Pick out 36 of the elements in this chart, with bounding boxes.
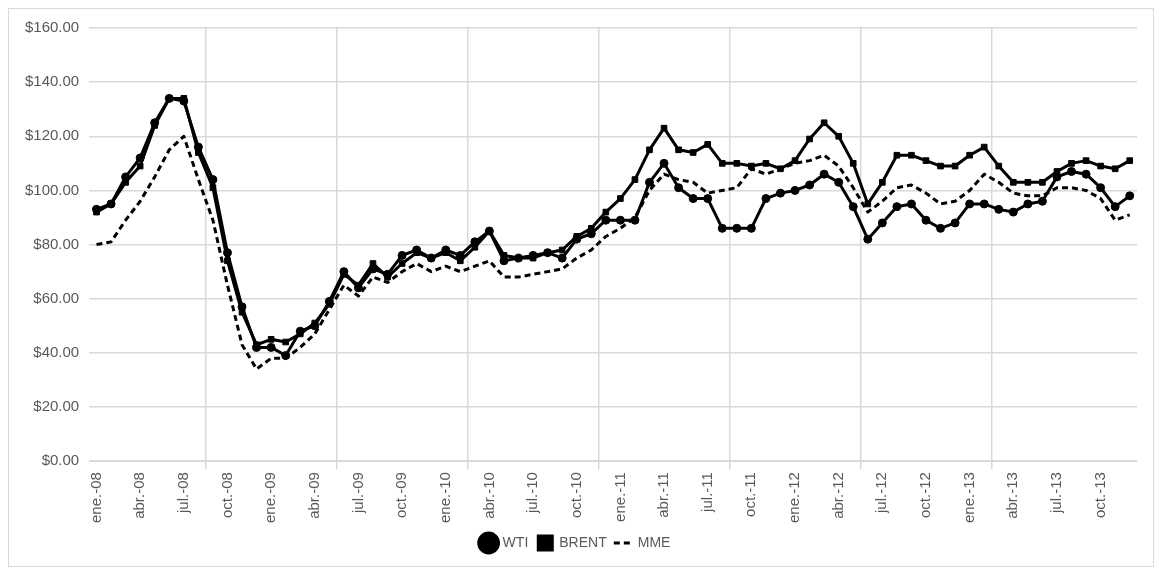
y-tick-label: $120.00 [24, 126, 80, 144]
x-tick-label: ene.-09 [261, 472, 279, 523]
x-tick-label: jul.-09 [348, 472, 366, 514]
x-tick-label: ene.-13 [959, 472, 977, 523]
x-tick-label: oct.-10 [566, 472, 584, 518]
x-tick-label: jul.-10 [523, 472, 541, 514]
x-tick-label: oct.-08 [217, 472, 235, 518]
x-tick-label: abr.-12 [828, 472, 846, 519]
x-tick-label: oct.-11 [741, 472, 759, 517]
x-tick-label: ene.-11 [610, 472, 628, 522]
y-tick-label: $140.00 [24, 72, 80, 90]
x-tick-label: oct.-13 [1090, 472, 1108, 518]
legend-label: WTI [502, 533, 529, 550]
x-tick-label: oct.-12 [916, 472, 934, 518]
x-tick-label: jul.-11 [697, 472, 715, 513]
y-tick-label: $160.00 [24, 18, 80, 36]
x-tick-label: abr.-10 [479, 472, 497, 519]
y-tick-label: $0.00 [41, 451, 80, 469]
x-tick-label: abr.-13 [1003, 472, 1021, 519]
x-tick-label: abr.-09 [304, 472, 322, 519]
y-tick-label: $20.00 [33, 397, 80, 415]
y-tick-label: $100.00 [24, 180, 80, 198]
x-tick-label: ene.-08 [86, 472, 104, 523]
x-tick-label: jul.-12 [872, 472, 890, 514]
x-tick-label: abr.-11 [654, 472, 672, 518]
x-tick-label: oct.-09 [392, 472, 410, 518]
x-tick-label: ene.-10 [435, 472, 453, 523]
y-tick-label: $40.00 [33, 342, 80, 360]
x-tick-label: ene.-12 [785, 472, 803, 523]
legend-label: MME [637, 533, 671, 550]
y-tick-label: $80.00 [33, 234, 80, 252]
x-tick-label: jul.-08 [173, 472, 191, 514]
legend-label: BRENT [559, 533, 608, 550]
y-tick-label: $60.00 [33, 288, 80, 306]
x-tick-label: abr.-08 [130, 472, 148, 519]
x-tick-label: jul.-13 [1047, 472, 1065, 514]
